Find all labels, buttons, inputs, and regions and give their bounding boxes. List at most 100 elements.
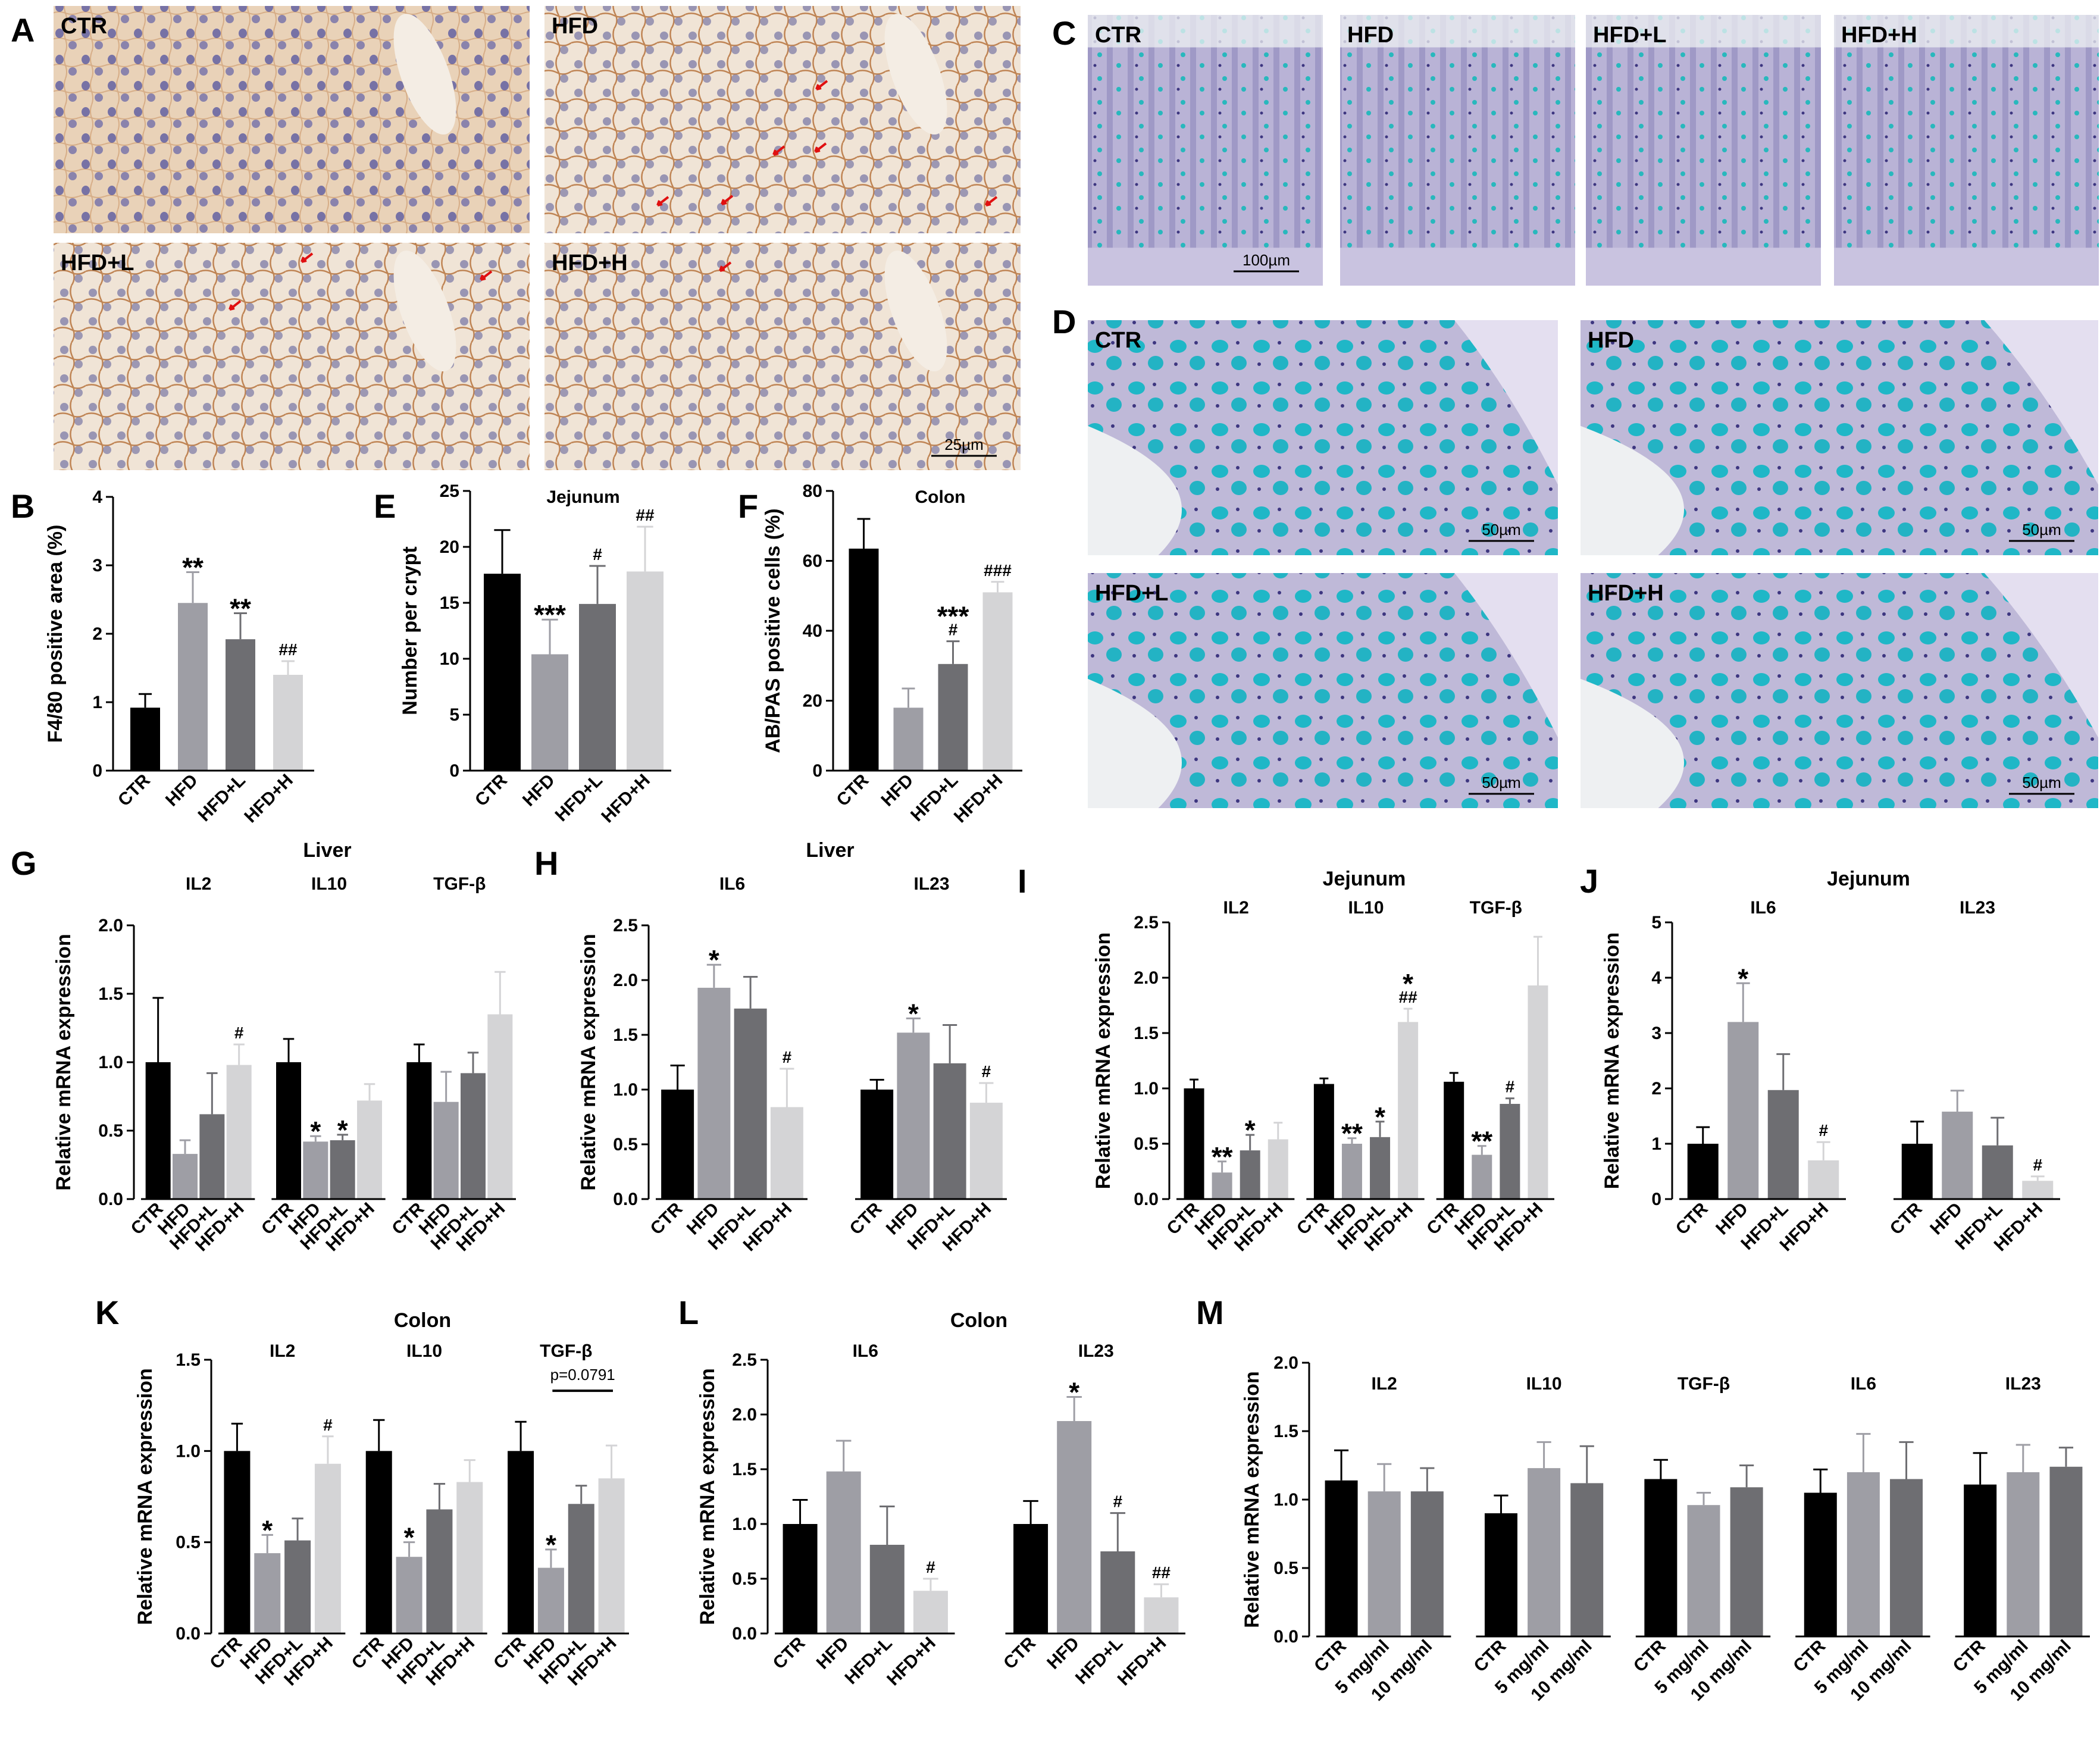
micrograph-label: HFD <box>552 14 598 39</box>
bar-ctr <box>1313 1084 1334 1199</box>
bar-ctr <box>276 1062 301 1199</box>
central-vein <box>393 251 456 372</box>
significance-mark: *** <box>937 601 969 632</box>
tissue-image <box>1340 15 1575 286</box>
chart-F: 0 20 40 60 80 AB/PAS positive cells (%) Colon C… <box>762 481 1022 827</box>
x-tick-label: CTR <box>490 1633 530 1673</box>
muscularis-layer <box>1834 248 2099 286</box>
bar-hfd <box>1341 1144 1362 1199</box>
bar-ctr <box>661 1090 694 1199</box>
panel-letter-L: L <box>678 1294 699 1331</box>
chart-B: 0 1 2 3 4 F4/80 positive area (%) CTR HFD ** HFD+… <box>44 487 314 827</box>
significance-mark: * <box>262 1514 273 1545</box>
y-tick-label: 0.0 <box>732 1624 757 1644</box>
bar-hfd <box>697 987 731 1199</box>
panel-letter-B: B <box>11 487 35 525</box>
y-tick-label: 40 <box>803 621 822 641</box>
bar-hfd-h <box>456 1482 483 1633</box>
significance-mark: ** <box>182 552 204 583</box>
y-tick-label: 0 <box>92 761 102 781</box>
chart-K: 0.0 0.5 1.0 1.5 Relative mRNA expression Colo… <box>134 1309 629 1689</box>
bar-hfd-l <box>426 1509 453 1633</box>
bar-hfd <box>826 1471 861 1633</box>
red-arrow-marker <box>656 196 669 206</box>
bar-hfd-h <box>357 1100 382 1199</box>
micrograph-C-2: HFD+L <box>1586 15 1821 286</box>
chart-title: Colon <box>915 487 966 507</box>
significance-mark: # <box>1506 1078 1515 1096</box>
chart-title: Colon <box>394 1309 451 1332</box>
significance-mark: * <box>1375 1101 1385 1132</box>
y-tick-label: 5 <box>1651 913 1661 932</box>
red-arrow-marker <box>815 80 828 90</box>
chart-L: 0.0 0.5 1.0 1.5 2.0 2.5 Relative mRNA expressi… <box>696 1309 1185 1689</box>
significance-mark: ## <box>636 506 655 524</box>
x-tick-label: CTR <box>1886 1198 1926 1238</box>
bar-10-mg-ml <box>2049 1466 2083 1636</box>
y-tick-label: 2.5 <box>1134 913 1159 932</box>
bar-hfd-l <box>226 639 255 771</box>
micrograph-D-0: CTR 50µm <box>1088 320 1558 555</box>
bar-ctr <box>1184 1088 1204 1199</box>
micrograph-label: HFD+H <box>552 251 628 276</box>
micrograph-C-0: CTR 100µm <box>1088 15 1323 286</box>
bar-hfd-h <box>770 1107 803 1199</box>
bar-hfd-l <box>869 1544 905 1633</box>
y-tick-label: 20 <box>803 691 822 711</box>
bar-hfd-h <box>487 1014 513 1199</box>
bar-hfd <box>303 1141 328 1199</box>
significance-mark: ** <box>1471 1126 1492 1157</box>
micrograph-D-3: HFD+H 50µm <box>1581 573 2098 808</box>
group-label: IL23 <box>1960 898 1995 918</box>
group-label: IL2 <box>270 1341 295 1361</box>
bar-hfd <box>1942 1112 1973 1199</box>
y-tick-label: 2.0 <box>613 971 638 990</box>
group-label: TGF-β <box>1470 898 1522 918</box>
panel-letter-K: K <box>95 1294 119 1331</box>
group-label: IL6 <box>1750 898 1776 918</box>
y-tick-label: 25 <box>440 481 459 501</box>
bar-ctr <box>145 1062 171 1199</box>
bar-hfd-h <box>1528 985 1548 1199</box>
group-label: IL23 <box>2005 1374 2041 1394</box>
scale-bar-label: 50µm <box>1482 774 1521 791</box>
group-label: TGF-β <box>1678 1374 1730 1394</box>
y-axis-label: Relative mRNA expression <box>577 934 600 1190</box>
micrograph-label: HFD <box>1588 328 1634 353</box>
red-arrow-marker <box>301 252 314 263</box>
bar-hfd-h <box>314 1463 341 1633</box>
y-axis-label: AB/PAS positive cells (%) <box>762 508 784 753</box>
y-axis-label: Relative mRNA expression <box>134 1368 157 1625</box>
y-tick-label: 0.5 <box>176 1533 201 1553</box>
significance-mark: ## <box>278 640 298 659</box>
red-arrow-marker <box>719 261 732 272</box>
significance-mark: ** <box>230 593 251 624</box>
bar-hfd <box>531 654 568 771</box>
bar-hfd <box>1212 1172 1232 1199</box>
x-tick-label: HFD <box>1043 1633 1083 1673</box>
group-label: IL2 <box>186 874 211 894</box>
y-tick-label: 2.5 <box>732 1350 757 1370</box>
bar-hfd <box>1057 1421 1092 1633</box>
x-tick-label: CTR <box>647 1198 687 1238</box>
chart-I: 0.0 0.5 1.0 1.5 2.0 2.5 Relative mRNA expressi… <box>1092 868 1554 1255</box>
y-tick-label: 20 <box>440 537 459 557</box>
y-tick-label: 0 <box>449 761 459 781</box>
group-label: IL2 <box>1223 898 1248 918</box>
bar-hfd-l <box>734 1008 767 1199</box>
tissue-image <box>1834 15 2099 286</box>
y-tick-label: 1.5 <box>98 984 123 1004</box>
group-label: IL10 <box>1348 898 1384 918</box>
x-tick-label: HFD+L <box>552 771 606 825</box>
bar-hfd-l <box>568 1504 594 1633</box>
background-lumen <box>1088 15 1323 48</box>
x-tick-label: HFD <box>813 1633 853 1673</box>
bar-10-mg-ml <box>1890 1479 1923 1636</box>
y-tick-label: 1 <box>92 693 102 712</box>
micrograph-D-2: HFD+L 50µm <box>1088 573 1558 808</box>
y-tick-label: 0.0 <box>1134 1190 1159 1209</box>
y-axis-label: F4/80 positive area (%) <box>44 525 67 743</box>
significance-mark: # <box>982 1062 991 1081</box>
y-tick-label: 0.0 <box>176 1624 201 1644</box>
background-lumen <box>1834 15 2099 48</box>
